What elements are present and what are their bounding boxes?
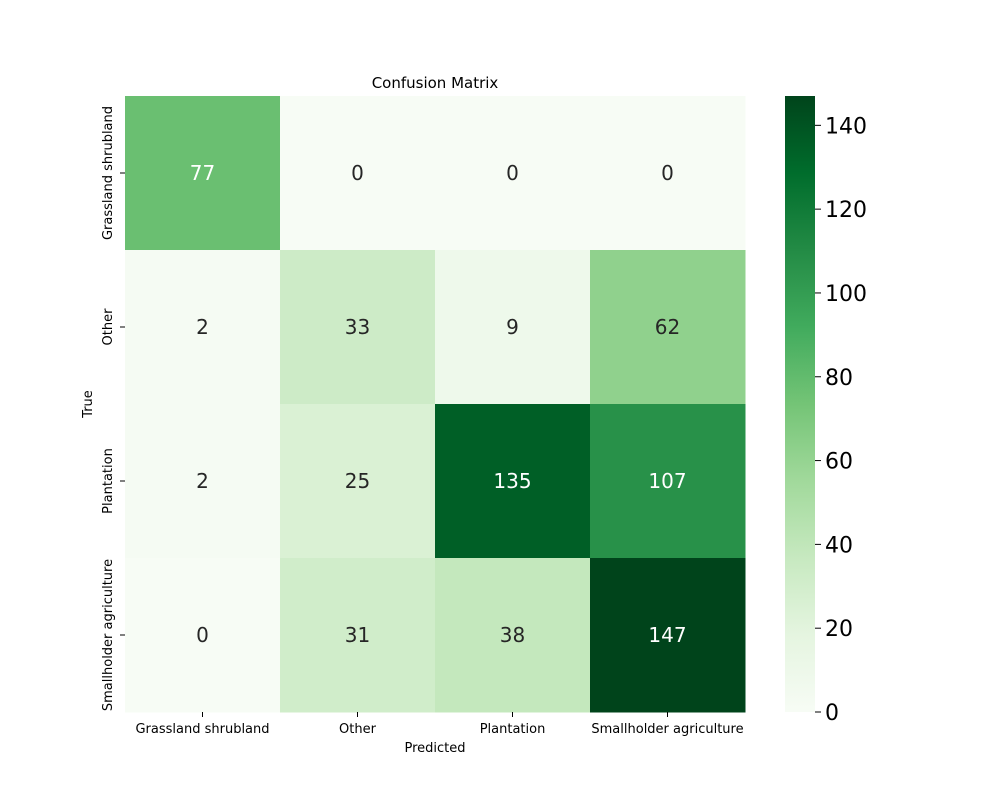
heatmap-cell [590, 404, 746, 559]
heatmap-cell-labels: 77 0 0 0 2 33 9 62 2 25 135 107 0 31 38 147 [190, 161, 687, 647]
colorbar-tick-label: 140 [825, 114, 867, 139]
heatmap-cell [590, 250, 746, 405]
y-tick-label: Grassland shrubland [101, 106, 116, 240]
cell-value-label: 31 [345, 623, 370, 647]
heatmap-cell [280, 558, 436, 713]
x-tick-label: Smallholder agriculture [591, 722, 743, 737]
heatmap-cell [125, 96, 281, 251]
cell-value-label: 0 [661, 161, 674, 185]
x-tick-label: Grassland shrubland [135, 722, 269, 737]
heatmap-cell [590, 558, 746, 713]
heatmap-cell [280, 96, 436, 251]
cell-value-label: 0 [196, 623, 209, 647]
cell-value-label: 135 [493, 469, 531, 493]
cell-value-label: 0 [506, 161, 519, 185]
chart-title: Confusion Matrix [372, 74, 499, 92]
heatmap-cell [125, 404, 281, 559]
cell-value-label: 0 [351, 161, 364, 185]
heatmap-cell [125, 558, 281, 713]
colorbar [785, 96, 815, 712]
colorbar-tick-label: 80 [825, 366, 853, 391]
heatmap-cells [125, 96, 746, 713]
x-axis-ticks: Grassland shrubland Other Plantation Smallh… [135, 712, 744, 737]
colorbar-tick-label: 0 [825, 701, 839, 726]
y-tick-label: Plantation [101, 448, 116, 514]
heatmap-cell [435, 96, 591, 251]
heatmap-cell [280, 250, 436, 405]
colorbar-tick-label: 20 [825, 617, 853, 642]
cell-value-label: 2 [196, 315, 209, 339]
y-axis-label: True [81, 390, 96, 419]
colorbar-tick-label: 40 [825, 533, 853, 558]
heatmap-cell [590, 96, 746, 251]
heatmap-cell [435, 404, 591, 559]
cell-value-label: 62 [655, 315, 680, 339]
colorbar-tick-label: 60 [825, 450, 853, 475]
cell-value-label: 9 [506, 315, 519, 339]
heatmap-cell [125, 250, 281, 405]
y-axis-ticks: Grassland shrubland Other Plantation Smallh… [101, 106, 125, 711]
heatmap-cell [435, 250, 591, 405]
cell-value-label: 38 [500, 623, 525, 647]
cell-value-label: 77 [190, 161, 215, 185]
heatmap-cell [435, 558, 591, 713]
colorbar-tick-label: 100 [825, 282, 867, 307]
y-tick-label: Smallholder agriculture [101, 559, 116, 711]
colorbar-ticks: 0 20 40 60 80 100 120 140 [815, 114, 867, 726]
heatmap-cell [280, 404, 436, 559]
x-axis-label: Predicted [404, 741, 465, 756]
cell-value-label: 147 [648, 623, 686, 647]
x-tick-label: Plantation [480, 722, 546, 737]
y-tick-label: Other [101, 308, 116, 346]
cell-value-label: 2 [196, 469, 209, 493]
cell-value-label: 33 [345, 315, 370, 339]
x-tick-label: Other [339, 722, 377, 737]
cell-value-label: 107 [648, 469, 686, 493]
cell-value-label: 25 [345, 469, 370, 493]
colorbar-tick-label: 120 [825, 198, 867, 223]
